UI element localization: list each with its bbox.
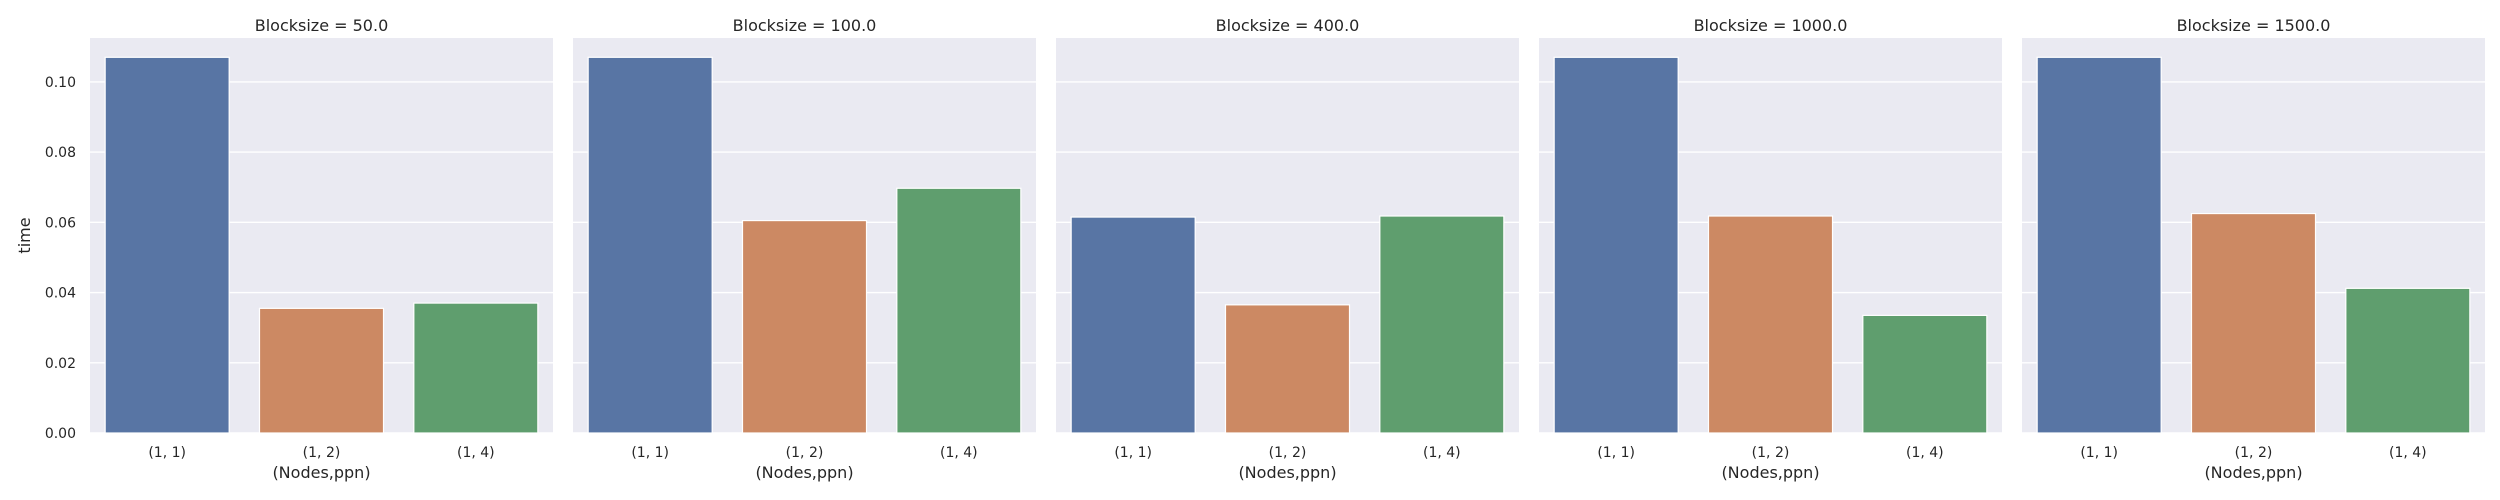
x-axis-label: (Nodes,ppn) <box>2204 463 2302 482</box>
x-tick-label: (1, 1) <box>148 445 186 461</box>
facet-panel-3: Blocksize = 400.0 (1, 1) (1, 2) (1, 4) (Node… <box>1056 16 1519 482</box>
bar-1 <box>2036 56 2162 434</box>
facet-title: Blocksize = 50.0 <box>255 16 389 35</box>
bar-2 <box>258 307 385 434</box>
x-tick-label: (1, 2) <box>786 445 824 461</box>
y-tick-label: 0.06 <box>45 215 76 231</box>
bar-2 <box>1224 304 1351 434</box>
bar-1 <box>1070 216 1196 434</box>
bar-3 <box>1862 314 1988 434</box>
x-axis-label: (Nodes,ppn) <box>755 463 853 482</box>
y-tick-label: 0.02 <box>45 356 76 372</box>
facet-panel-1: Blocksize = 50.0 (1, 1) (1, 2) (1, 4) (Nodes… <box>15 16 553 482</box>
facet-panel-4: Blocksize = 1000.0 (1, 1) (1, 2) (1, 4) (Nod… <box>1539 16 2002 482</box>
x-tick-label: (1, 2) <box>1752 445 1790 461</box>
bar-1 <box>1553 56 1679 434</box>
y-tick-label: 0.04 <box>45 286 76 302</box>
facet-panel-5: Blocksize = 1500.0 (1, 1) (1, 2) (1, 4) (Nod… <box>2022 16 2485 482</box>
facet-title: Blocksize = 400.0 <box>1216 16 1360 35</box>
y-tick-label: 0.08 <box>45 145 76 161</box>
x-axis-label: (Nodes,ppn) <box>1238 463 1336 482</box>
x-tick-label: (1, 1) <box>2080 445 2118 461</box>
x-tick-label: (1, 1) <box>631 445 669 461</box>
bar-3 <box>896 187 1022 434</box>
x-axis-label: (Nodes,ppn) <box>1721 463 1819 482</box>
x-tick-label: (1, 4) <box>940 445 978 461</box>
x-tick-label: (1, 1) <box>1597 445 1635 461</box>
x-tick-label: (1, 4) <box>1906 445 1944 461</box>
x-tick-label: (1, 1) <box>1114 445 1152 461</box>
facet-panel-2: Blocksize = 100.0 (1, 1) (1, 2) (1, 4) (Node… <box>573 16 1036 482</box>
bar-2 <box>741 219 868 434</box>
x-tick-label: (1, 2) <box>1269 445 1307 461</box>
y-tick-label: 0.00 <box>45 426 76 442</box>
y-tick-label: 0.10 <box>45 75 76 91</box>
x-tick-label: (1, 4) <box>1423 445 1461 461</box>
bar-2 <box>1707 215 1834 434</box>
facet-title: Blocksize = 1000.0 <box>1694 16 1848 35</box>
facet-title: Blocksize = 100.0 <box>733 16 877 35</box>
x-tick-label: (1, 2) <box>303 445 341 461</box>
bar-1 <box>587 56 713 434</box>
x-axis-label: (Nodes,ppn) <box>272 463 370 482</box>
bar-1 <box>104 56 230 434</box>
bar-3 <box>413 302 539 434</box>
x-tick-label: (1, 2) <box>2235 445 2273 461</box>
facet-title: Blocksize = 1500.0 <box>2177 16 2331 35</box>
x-tick-label: (1, 4) <box>457 445 495 461</box>
y-axis-label: time <box>15 217 34 253</box>
bar-3 <box>1379 215 1505 434</box>
x-tick-label: (1, 4) <box>2389 445 2427 461</box>
bar-2 <box>2190 212 2317 434</box>
bar-3 <box>2345 287 2471 434</box>
